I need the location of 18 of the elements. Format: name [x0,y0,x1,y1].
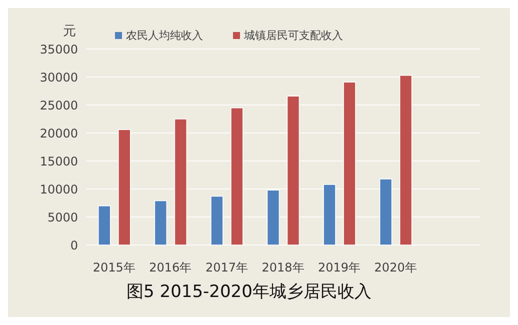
x-tick-label: 2016年 [149,260,192,275]
x-tick-label: 2015年 [92,260,136,275]
y-axis-title: 元 [63,23,76,40]
x-tick-label: 2018年 [262,260,304,275]
y-tick-label: 15000 [40,154,78,168]
y-tick-label: 10000 [40,182,78,196]
y-tick-label: 0 [70,238,78,252]
y-tick-label: 35000 [40,42,78,56]
x-tick-label: 2019年 [318,260,361,275]
text: 图5 2015-2020年城乡居民收入 [126,281,372,303]
legend-label: 城镇居民可支配收入 [244,29,343,42]
y-tick-label: 20000 [40,126,78,140]
legend-label: 农民人均纯收入 [126,29,203,42]
x-tick-label: 2017年 [205,260,248,275]
y-tick-label: 5000 [47,210,78,224]
y-tick-label: 30000 [40,70,78,84]
y-tick-label: 25000 [40,98,78,112]
x-tick-label: 2020年 [374,260,417,275]
